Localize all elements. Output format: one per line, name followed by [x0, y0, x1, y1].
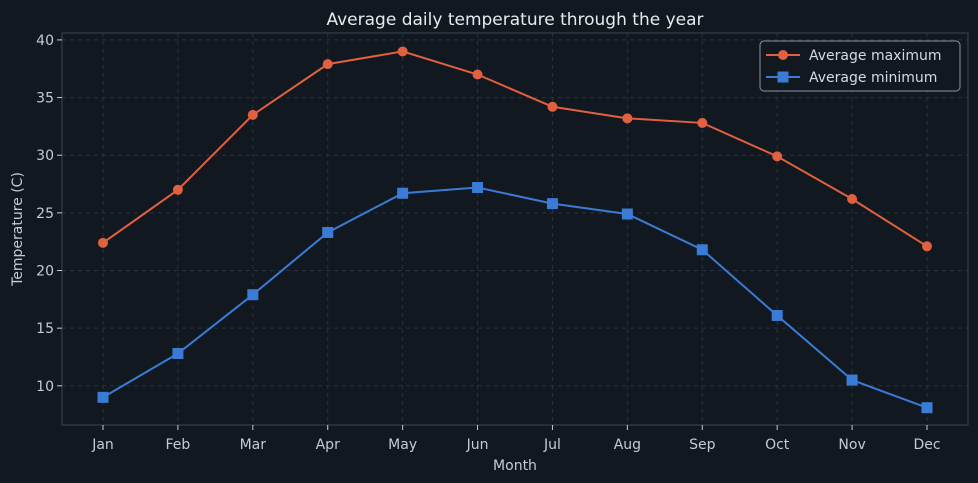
data-point [397, 46, 408, 57]
y-tick-label: 20 [36, 264, 54, 280]
x-axis-label: Month [493, 458, 537, 474]
data-point [547, 101, 558, 112]
y-tick-label: 35 [36, 91, 54, 107]
y-tick-label: 25 [36, 206, 54, 222]
data-point [98, 237, 108, 248]
data-point [847, 194, 858, 205]
y-axis-label: Temperature (C) [10, 172, 26, 287]
data-point [97, 391, 109, 403]
data-point [247, 109, 258, 120]
data-point [472, 181, 484, 193]
data-point [846, 374, 858, 386]
data-point [172, 184, 183, 195]
data-point [397, 187, 409, 199]
series-line [102, 50, 928, 248]
x-tick-label: May [388, 437, 417, 453]
chart-title: Average daily temperature through the ye… [326, 10, 703, 30]
legend-marker [777, 71, 789, 83]
data-point [546, 198, 558, 210]
series-layer [97, 46, 933, 414]
y-tick-label: 40 [36, 33, 54, 49]
y-tick-label: 10 [36, 379, 54, 395]
data-point [697, 117, 708, 128]
x-tick-label: Nov [838, 437, 865, 453]
x-axis-ticks: Jan Feb Mar Apr May Jun Jul Aug Sep Oct Nov Dec [91, 425, 941, 453]
series-minimum [97, 181, 933, 414]
legend-label: Average minimum [809, 70, 937, 86]
series-maximum [98, 46, 932, 252]
legend-box [759, 40, 961, 92]
data-point [772, 151, 783, 162]
x-tick-label: Jun [466, 437, 489, 453]
legend-label: Average maximum [809, 48, 941, 64]
x-tick-label: Mar [240, 437, 267, 453]
y-tick-label: 30 [36, 148, 54, 164]
x-tick-label: Dec [913, 437, 940, 453]
x-tick-label: Sep [689, 437, 716, 453]
y-tick-label: 15 [36, 321, 54, 337]
data-point [696, 244, 708, 256]
legend-item: Average minimum [766, 70, 937, 86]
data-point [921, 402, 933, 414]
data-point [322, 59, 333, 70]
legend: Average maximum Average minimum [759, 40, 961, 92]
data-point [322, 226, 334, 238]
grid-lines [62, 33, 968, 425]
data-point [472, 69, 483, 80]
legend-marker [778, 50, 788, 60]
series-line [102, 186, 928, 409]
x-tick-label: Jul [543, 437, 561, 453]
data-point [771, 309, 783, 321]
x-tick-label: Jan [91, 437, 114, 453]
data-point [621, 208, 633, 220]
data-point [622, 113, 633, 124]
data-point [922, 241, 932, 252]
data-point [172, 348, 184, 360]
x-tick-label: Oct [765, 437, 790, 453]
x-tick-label: Feb [166, 437, 191, 453]
data-point [247, 289, 259, 301]
y-axis-ticks: 10 15 20 25 30 35 40 [36, 33, 62, 395]
legend-item: Average maximum [766, 48, 941, 64]
plot-area-frame [61, 32, 969, 426]
x-tick-label: Aug [614, 437, 641, 453]
x-tick-label: Apr [316, 437, 340, 453]
